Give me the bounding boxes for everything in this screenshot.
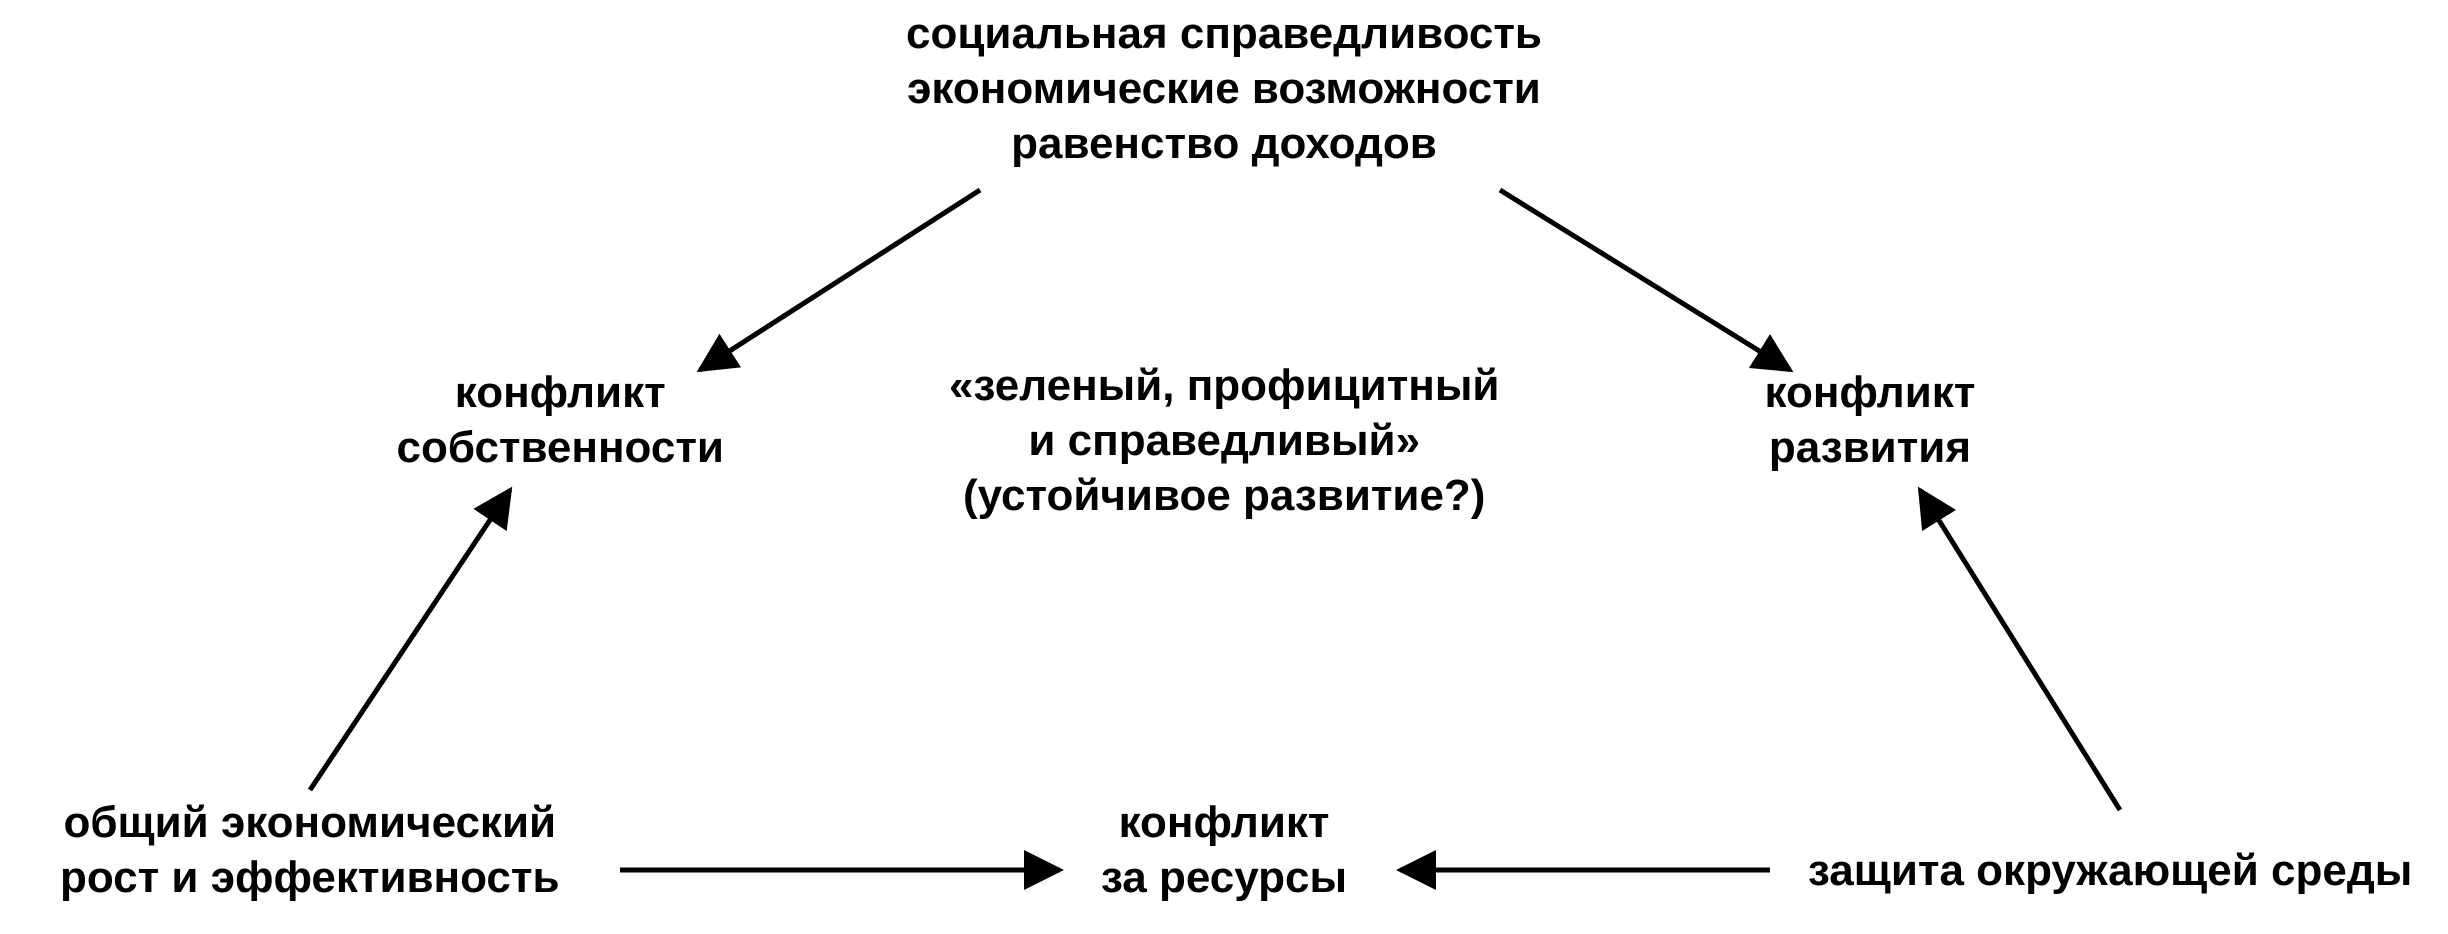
node-line: и справедливый»	[949, 413, 1499, 468]
node-line: за ресурсы	[1101, 850, 1347, 905]
node-bottom-center: конфликтза ресурсы	[1101, 795, 1347, 905]
edge-arrow	[310, 490, 510, 790]
node-bottom-right: защита окружающей среды	[1808, 843, 2412, 898]
node-line: общий экономический	[60, 795, 560, 850]
node-line: конфликт	[1765, 365, 1976, 420]
edge-arrow	[1500, 190, 1790, 370]
node-center: «зеленый, профицитныйи справедливый»(уст…	[949, 358, 1499, 523]
node-line: защита окружающей среды	[1808, 843, 2412, 898]
node-line: рост и эффективность	[60, 850, 560, 905]
diagram-stage: социальная справедливостьэкономические в…	[0, 0, 2448, 934]
node-left-mid: конфликтсобственности	[397, 365, 724, 475]
node-line: конфликт	[397, 365, 724, 420]
node-line: собственности	[397, 420, 724, 475]
edge-arrow	[1920, 490, 2120, 810]
node-line: конфликт	[1101, 795, 1347, 850]
node-bottom-left: общий экономическийрост и эффективность	[60, 795, 560, 905]
node-right-mid: конфликтразвития	[1765, 365, 1976, 475]
node-line: равенство доходов	[906, 116, 1542, 171]
edge-arrow	[700, 190, 980, 370]
node-line: (устойчивое развитие?)	[949, 468, 1499, 523]
node-line: экономические возможности	[906, 61, 1542, 116]
node-line: социальная справедливость	[906, 6, 1542, 61]
node-line: развития	[1765, 420, 1976, 475]
node-line: «зеленый, профицитный	[949, 358, 1499, 413]
node-top: социальная справедливостьэкономические в…	[906, 6, 1542, 171]
